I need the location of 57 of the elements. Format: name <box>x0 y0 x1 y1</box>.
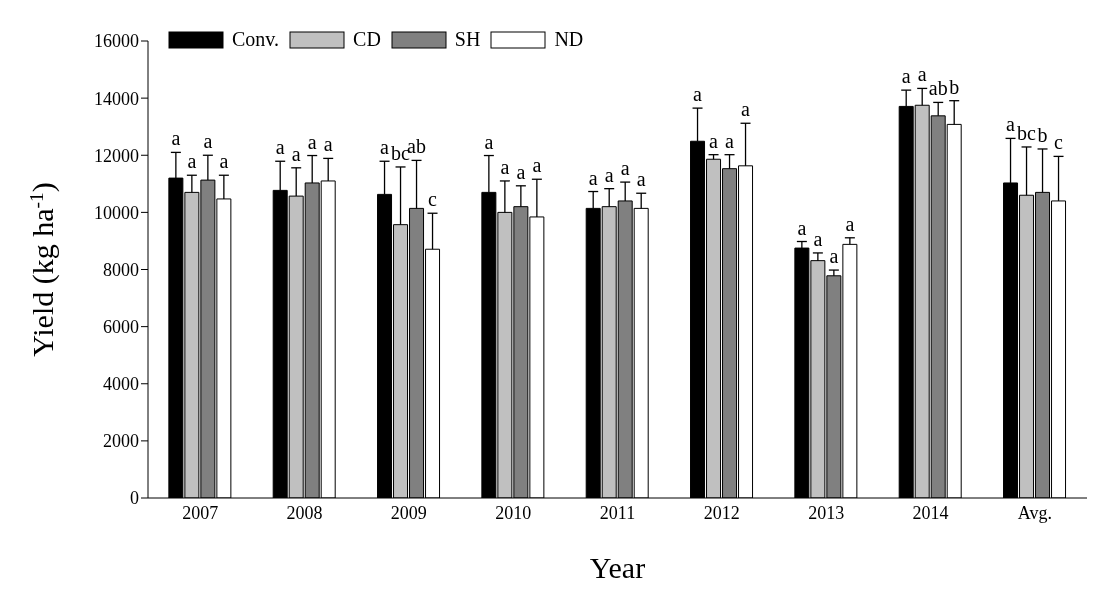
legend-label: CD <box>353 28 381 51</box>
data-label: ab <box>928 77 948 100</box>
data-label: a <box>604 163 614 186</box>
x-tick-label: 2014 <box>912 502 949 523</box>
data-label: a <box>693 83 703 106</box>
data-label: a <box>484 130 494 153</box>
data-label: a <box>187 150 197 173</box>
x-tick-label: 2011 <box>599 502 636 523</box>
data-label: a <box>203 130 213 153</box>
legend-label: Conv. <box>232 28 280 51</box>
data-label: a <box>813 227 823 250</box>
x-tick-label: 2013 <box>808 502 845 523</box>
y-tick-label: 14000 <box>94 88 139 109</box>
data-label: a <box>516 160 526 183</box>
x-tick-label: 2010 <box>495 502 532 523</box>
data-label: a <box>219 150 229 173</box>
x-tick-label: 2009 <box>390 502 427 523</box>
x-axis-title: Year <box>589 551 646 584</box>
y-tick-label: 6000 <box>103 317 139 338</box>
data-label: a <box>741 98 751 121</box>
y-tick-label: 12000 <box>94 145 139 166</box>
data-label: a <box>532 154 542 177</box>
data-label: a <box>171 127 181 150</box>
data-label: a <box>588 166 598 189</box>
data-label: a <box>323 133 333 156</box>
x-tick-label: 2007 <box>182 502 219 523</box>
data-label: a <box>709 129 719 152</box>
data-label: a <box>275 136 285 159</box>
data-label: a <box>307 130 317 153</box>
x-tick-label: 2012 <box>703 502 740 523</box>
y-tick-label: 16000 <box>94 31 139 52</box>
data-label: a <box>917 63 927 86</box>
data-label: a <box>725 129 735 152</box>
data-label: c <box>428 188 438 211</box>
y-tick-label: 0 <box>130 488 139 509</box>
x-tick-label: 2008 <box>286 502 323 523</box>
y-tick-label: 8000 <box>103 259 139 280</box>
data-label: a <box>500 155 510 178</box>
data-label: a <box>829 245 839 268</box>
y-tick-label: 10000 <box>94 202 139 223</box>
data-label: bc <box>1017 121 1037 144</box>
data-label: a <box>901 65 911 88</box>
data-label: a <box>636 168 646 191</box>
y-tick-label: 2000 <box>103 431 139 452</box>
legend-label: ND <box>554 28 584 51</box>
data-label: a <box>1006 113 1016 136</box>
y-tick-label: 4000 <box>103 374 139 395</box>
data-label: b <box>949 75 960 98</box>
data-label: b <box>1037 123 1048 146</box>
data-label: a <box>845 212 855 235</box>
legend-label: SH <box>454 28 481 51</box>
data-label: a <box>380 136 390 159</box>
data-label: c <box>1054 131 1064 154</box>
data-label: a <box>620 157 630 180</box>
data-label: a <box>797 216 807 239</box>
data-label: a <box>291 142 301 165</box>
x-tick-label: Avg. <box>1017 502 1052 523</box>
